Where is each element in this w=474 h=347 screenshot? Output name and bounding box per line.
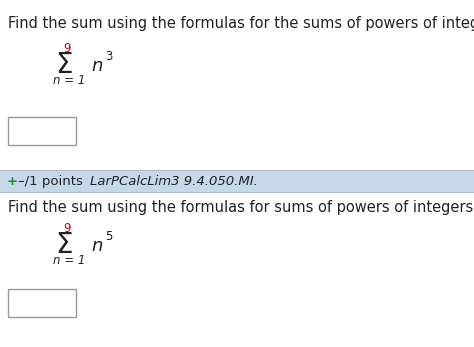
Text: n = 1: n = 1 xyxy=(53,74,85,87)
Text: LarPCalcLim3 9.4.050.MI.: LarPCalcLim3 9.4.050.MI. xyxy=(90,175,258,187)
Text: $\Sigma$: $\Sigma$ xyxy=(55,231,73,259)
Text: 5: 5 xyxy=(105,230,112,243)
Text: 9: 9 xyxy=(63,42,71,55)
Text: n: n xyxy=(91,237,102,255)
Text: 9: 9 xyxy=(63,222,71,235)
Text: n = 1: n = 1 xyxy=(53,254,85,267)
FancyBboxPatch shape xyxy=(8,289,76,317)
Text: Find the sum using the formulas for the sums of powers of integers.: Find the sum using the formulas for the … xyxy=(8,16,474,31)
Text: 3: 3 xyxy=(105,50,112,63)
Text: Find the sum using the formulas for sums of powers of integers.: Find the sum using the formulas for sums… xyxy=(8,200,474,215)
Text: $\Sigma$: $\Sigma$ xyxy=(55,51,73,79)
Text: –/1 points: –/1 points xyxy=(18,175,83,187)
FancyBboxPatch shape xyxy=(0,170,474,192)
FancyBboxPatch shape xyxy=(8,117,76,145)
Text: +: + xyxy=(7,175,18,187)
Text: n: n xyxy=(91,57,102,75)
